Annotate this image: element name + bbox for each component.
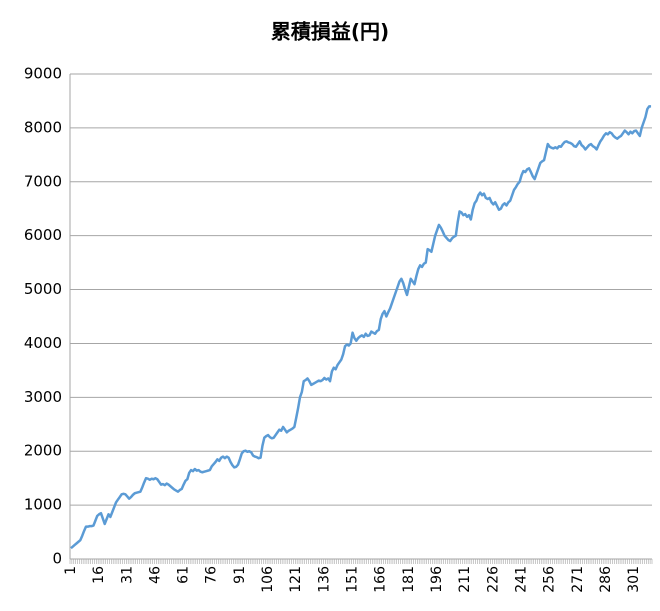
y-tick-label: 4000: [24, 334, 62, 352]
x-tick-label: 211: [457, 566, 473, 593]
chart-title: 累積損益(円): [271, 20, 389, 44]
x-tick-label: 301: [626, 566, 642, 593]
x-tick-label: 106: [260, 566, 276, 593]
y-tick-label: 9000: [24, 65, 62, 83]
y-tick-label: 7000: [24, 172, 62, 190]
x-tick-label: 256: [542, 566, 558, 593]
y-tick-label: 2000: [24, 442, 62, 460]
y-tick-label: 5000: [24, 280, 62, 298]
x-tick-label: 91: [232, 566, 248, 584]
y-tick-label: 0: [52, 550, 62, 568]
x-tick-label: 31: [119, 566, 135, 584]
x-tick-label: 166: [373, 566, 389, 593]
x-tick-label: 121: [288, 566, 304, 593]
y-tick-label: 6000: [24, 226, 62, 244]
x-tick-label: 61: [176, 566, 192, 584]
y-tick-label: 3000: [24, 388, 62, 406]
x-tick-label: 76: [204, 566, 220, 584]
x-tick-label: 241: [514, 566, 530, 593]
x-tick-label: 46: [147, 566, 163, 584]
x-tick-label: 151: [345, 566, 361, 593]
data-line: [70, 105, 652, 550]
x-tick-label: 16: [91, 566, 107, 584]
x-tick-label: 271: [570, 566, 586, 593]
x-tick-label: 181: [401, 566, 417, 593]
x-tick-label: 1: [63, 566, 79, 575]
y-tick-label: 8000: [24, 118, 62, 136]
x-tick-label: 286: [598, 566, 614, 593]
y-tick-label: 1000: [24, 496, 62, 514]
x-tick-label: 226: [485, 566, 501, 593]
x-tick-label: 196: [429, 566, 445, 593]
x-tick-label: 136: [316, 566, 332, 593]
